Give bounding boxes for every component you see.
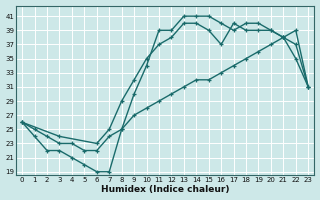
X-axis label: Humidex (Indice chaleur): Humidex (Indice chaleur) (101, 185, 229, 194)
